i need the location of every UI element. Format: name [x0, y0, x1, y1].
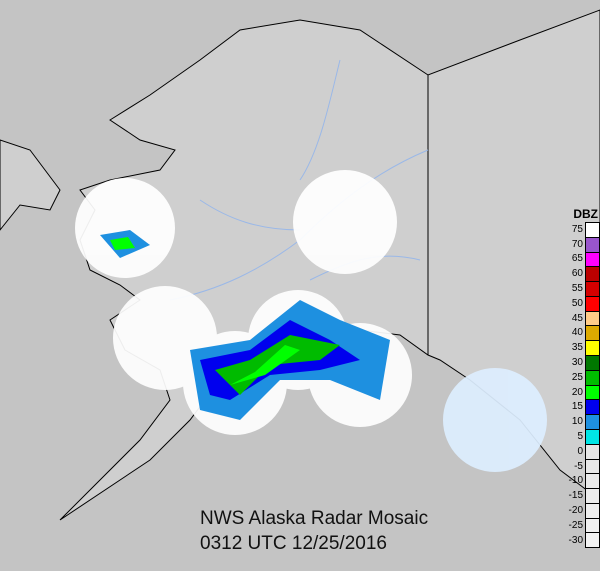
legend-entry: 55 [567, 281, 600, 297]
legend-label: 75 [571, 223, 583, 235]
legend-label: 55 [571, 283, 583, 295]
legend-swatch [585, 221, 600, 237]
legend-swatch [585, 325, 600, 341]
legend-swatch [585, 384, 600, 400]
legend-swatch [585, 488, 600, 504]
legend-swatch [585, 517, 600, 533]
legend-entry: 25 [567, 369, 600, 385]
legend-entry: 35 [567, 340, 600, 356]
legend-swatch [585, 266, 600, 282]
legend-swatch [585, 251, 600, 267]
legend-entry: 50 [567, 295, 600, 311]
legend-entry: 15 [567, 399, 600, 415]
legend-label: -15 [568, 490, 583, 502]
legend-entry: 45 [567, 310, 600, 326]
legend-label: 20 [571, 386, 583, 398]
legend-swatch [585, 532, 600, 549]
legend-label: 50 [571, 297, 583, 309]
legend-swatch [585, 310, 600, 326]
legend-entry: -25 [567, 517, 600, 533]
legend-entry: 75 [567, 221, 600, 237]
legend-swatch [585, 399, 600, 415]
legend-label: 40 [571, 327, 583, 339]
legend-entry: 40 [567, 325, 600, 341]
legend-unit: DBZ [573, 207, 598, 221]
legend-swatch [585, 281, 600, 297]
legend-swatch [585, 414, 600, 430]
legend-entry: -20 [567, 503, 600, 519]
legend-label: 60 [571, 268, 583, 280]
legend-label: 45 [571, 312, 583, 324]
precipitation-echoes [100, 230, 390, 420]
russia-coast [0, 139, 61, 231]
legend-label: -30 [568, 534, 583, 546]
legend-swatch [585, 340, 600, 356]
legend-label: 70 [571, 238, 583, 250]
legend-swatch [585, 503, 600, 519]
legend-entry: 0 [567, 443, 600, 459]
legend-entry: 10 [567, 414, 600, 430]
legend-label: -20 [568, 505, 583, 517]
legend-swatch [585, 355, 600, 371]
legend-swatch [585, 236, 600, 252]
dbz-legend: DBZ 75 70 65 60 55 50 45 40 35 30 25 20 15 10 5 0 -5 -10-… [567, 207, 600, 549]
legend-entry: 70 [567, 236, 600, 252]
legend-entry: 5 [567, 429, 600, 445]
legend-label: -10 [568, 475, 583, 487]
map-title: NWS Alaska Radar Mosaic [200, 508, 429, 529]
legend-entry: -15 [567, 488, 600, 504]
legend-swatch [585, 295, 600, 311]
legend-entry: 60 [567, 266, 600, 282]
legend-swatch [585, 458, 600, 474]
legend-label: 0 [577, 445, 583, 457]
legend-swatch [585, 443, 600, 459]
legend-label: 25 [571, 371, 583, 383]
legend-label: 5 [577, 431, 583, 443]
map-timestamp: 0312 UTC 12/25/2016 [200, 533, 387, 554]
legend-label: 35 [571, 342, 583, 354]
legend-entry: 30 [567, 355, 600, 371]
legend-entry: -10 [567, 473, 600, 489]
legend-entry: -30 [567, 532, 600, 549]
legend-label: 65 [571, 253, 583, 265]
legend-label: 10 [571, 416, 583, 428]
legend-swatch [585, 369, 600, 385]
legend-label: 30 [571, 357, 583, 369]
legend-entry: -5 [567, 458, 600, 474]
legend-label: -25 [568, 519, 583, 531]
legend-label: 15 [571, 401, 583, 413]
legend-entry: 65 [567, 251, 600, 267]
legend-swatch [585, 473, 600, 489]
legend-entry: 20 [567, 384, 600, 400]
legend-swatch [585, 429, 600, 445]
legend-label: -5 [574, 460, 583, 472]
